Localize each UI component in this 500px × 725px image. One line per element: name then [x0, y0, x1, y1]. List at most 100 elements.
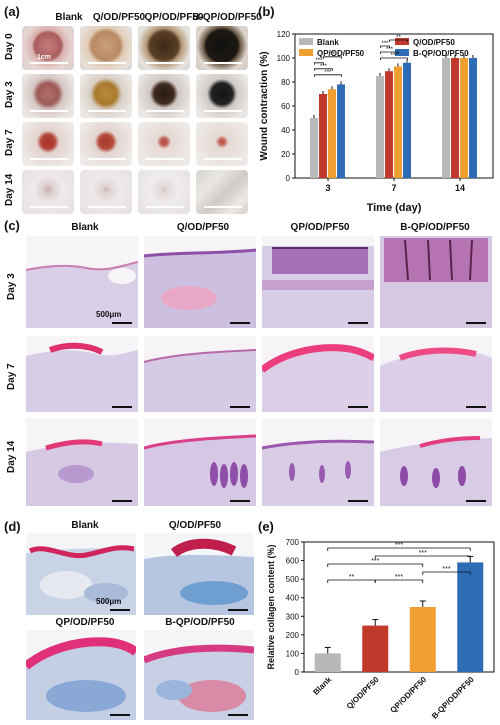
scale-bar — [112, 500, 132, 502]
photo-row-day3: Day 3 — [4, 81, 15, 108]
scale-bar — [466, 406, 486, 408]
scale-bar — [110, 714, 130, 716]
bar — [310, 118, 318, 178]
histo-row-day14: Day 14 — [6, 440, 17, 473]
scale-bar — [146, 110, 184, 112]
x-tick-label: 7 — [391, 183, 396, 193]
significance-bracket — [327, 563, 424, 567]
y-tick-label: 100 — [277, 54, 291, 63]
plot-frame — [303, 541, 495, 673]
bar — [457, 562, 484, 672]
significance-label: *** — [371, 558, 379, 565]
legend-label: Q/OD/PF50 — [413, 38, 455, 47]
significance-bracket — [323, 56, 342, 59]
scale-bar — [204, 206, 242, 208]
y-axis-label: Wound contraction (%) — [259, 51, 270, 160]
scale-label: 1cm — [37, 54, 52, 61]
scale-bar — [30, 62, 68, 64]
significance-label: *** — [381, 41, 389, 47]
bar — [409, 607, 436, 672]
x-tick-label: Blank — [311, 675, 333, 697]
significance-bracket — [314, 68, 333, 71]
y-tick-label: 100 — [286, 649, 300, 658]
scale-bar — [112, 322, 132, 324]
scale-bar — [88, 158, 126, 160]
significance-bracket — [380, 45, 390, 48]
bar — [442, 58, 450, 178]
legend-swatch — [395, 49, 409, 56]
histology-image — [144, 236, 256, 328]
scale-bar — [348, 500, 368, 502]
significance-bracket — [380, 57, 408, 60]
photo-col-q: Q/OD/PF50 — [92, 12, 146, 23]
histology-image — [26, 236, 138, 328]
panel-label-c: (c) — [4, 218, 20, 233]
histology-image — [144, 418, 256, 506]
y-tick-label: 400 — [286, 594, 300, 603]
wound-contraction-chart: 0 20 40 60 80 100 120 Wound contraction (%) Time… — [259, 30, 494, 214]
significance-label: *** — [320, 64, 328, 70]
stain-image — [144, 630, 254, 720]
histo-col-bqp: B-QP/OD/PF50 — [400, 222, 470, 233]
y-tick-label: 700 — [286, 538, 300, 547]
histology-image — [380, 336, 492, 412]
scale-bar — [110, 609, 130, 611]
scale-bar — [348, 322, 368, 324]
significance-bracket — [380, 51, 399, 54]
y-tick-label: 0 — [295, 668, 300, 677]
y-tick-label: 120 — [277, 30, 291, 39]
bar — [376, 76, 384, 178]
scale-bar — [30, 158, 68, 160]
significance-bracket — [327, 547, 471, 551]
scale-bar — [146, 158, 184, 160]
significance-bracket — [422, 571, 471, 575]
x-tick-label: 14 — [455, 183, 465, 193]
scale-bar — [466, 322, 486, 324]
bar — [337, 84, 345, 178]
panel-label-d: (d) — [4, 519, 21, 534]
y-axis-label: Relative collagen content (%) — [266, 544, 276, 669]
scale-bar — [204, 158, 242, 160]
stain-label-q: Q/OD/PF50 — [168, 520, 222, 531]
scale-label: 500μm — [96, 310, 122, 319]
bar — [314, 653, 341, 672]
legend-label: Blank — [317, 38, 339, 47]
collagen-content-chart: 0 100 200 300 400 500 600 700 Relative collagen … — [266, 538, 495, 721]
x-axis-label: Time (day) — [367, 202, 422, 214]
y-tick-label: 200 — [286, 631, 300, 640]
x-tick-label: B-QP/OD/PF50 — [430, 675, 476, 721]
bar — [328, 89, 336, 178]
legend-swatch — [299, 38, 313, 45]
scale-bar — [228, 714, 248, 716]
legend-swatch — [395, 38, 409, 45]
scale-bar — [228, 609, 248, 611]
stain-image — [26, 630, 136, 720]
significance-label: *** — [442, 566, 450, 573]
histology-image — [262, 336, 374, 412]
y-tick-label: 60 — [281, 102, 290, 111]
histology-image — [26, 418, 138, 506]
photo-col-bqp: B-QP/OD/PF50 — [192, 12, 262, 23]
legend-swatch — [299, 49, 313, 56]
legend-label: B-QP/OD/PF50 — [413, 49, 469, 58]
scale-label: 500μm — [96, 597, 122, 606]
significance-label: *** — [395, 574, 403, 581]
y-tick-label: 40 — [281, 126, 290, 135]
histo-col-qp: QP/OD/PF50 — [290, 222, 350, 233]
histology-image — [380, 236, 492, 328]
histology-image — [26, 336, 138, 412]
stain-label-blank: Blank — [71, 520, 99, 531]
stain-label-bqp: B-QP/OD/PF50 — [165, 617, 235, 628]
bar — [403, 62, 411, 178]
significance-label: *** — [324, 70, 332, 76]
scale-bar — [230, 406, 250, 408]
bar — [451, 58, 459, 178]
scale-bar — [204, 62, 242, 64]
stain-label-qp: QP/OD/PF50 — [55, 617, 115, 628]
histo-col-blank: Blank — [71, 222, 99, 233]
significance-label: ** — [330, 52, 335, 58]
y-tick-label: 0 — [286, 174, 291, 183]
y-tick-label: 80 — [281, 78, 290, 87]
scale-bar — [112, 406, 132, 408]
scale-bar — [348, 406, 368, 408]
